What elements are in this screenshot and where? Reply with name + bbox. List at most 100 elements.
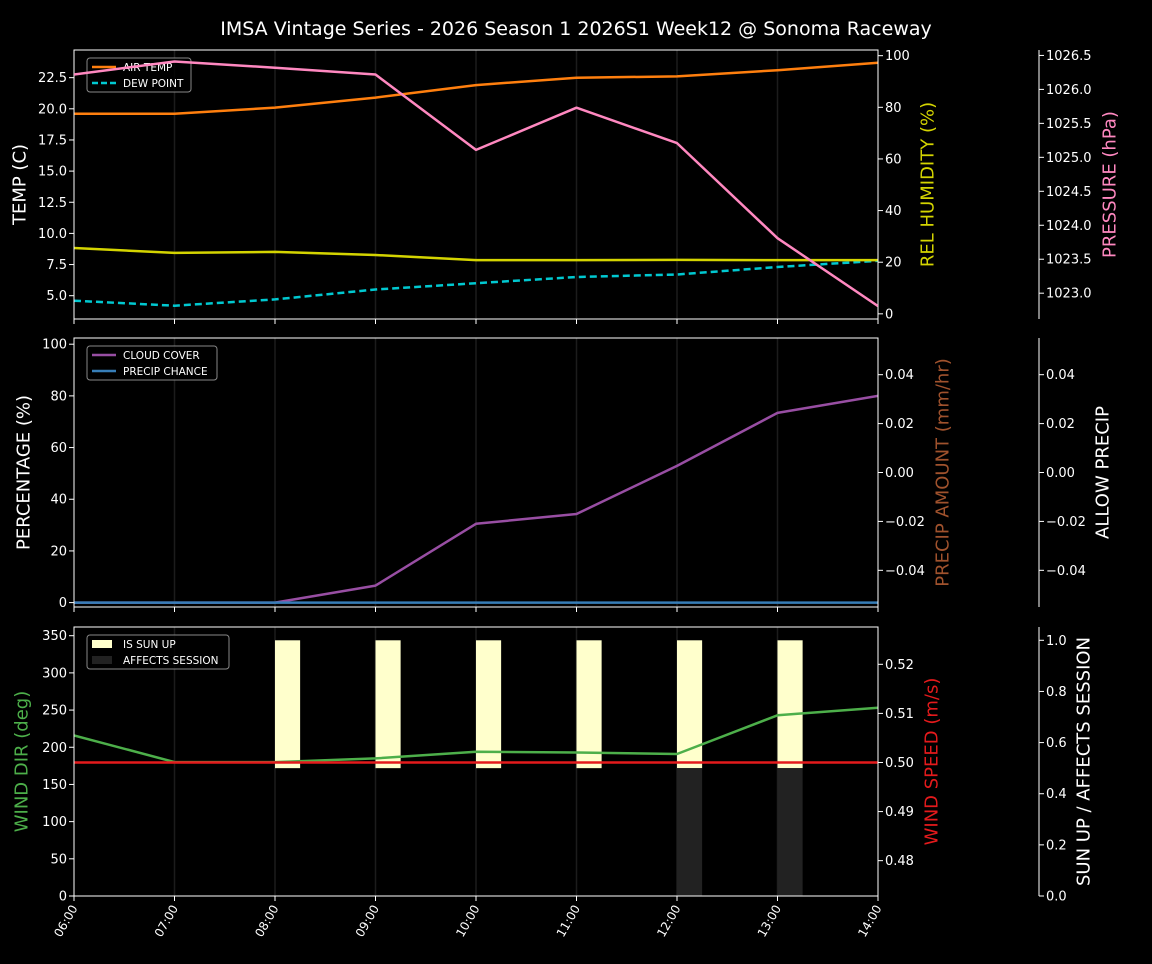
y-tick-label: 100 xyxy=(42,338,67,353)
panel-3: 06:00 07:00 08:00 09:00 10:00 11:00 12:00 13:00… xyxy=(12,626,1095,940)
y-tick-label: −0.04 xyxy=(1046,564,1086,579)
x-tick-label: 13:00 xyxy=(755,903,784,940)
y-tick-label: 22.5 xyxy=(38,71,67,86)
y-tick-label: −0.02 xyxy=(1046,515,1086,530)
y-tick-label: 20 xyxy=(885,256,902,271)
legend-label: AIR TEMP xyxy=(123,62,172,74)
y-tick-label: 0.00 xyxy=(1046,466,1075,481)
bar-series-1 xyxy=(677,768,903,896)
y-tick-label: 0.49 xyxy=(885,805,914,820)
y-tick-label: 15.0 xyxy=(38,165,67,180)
y-tick-label: 5.0 xyxy=(46,289,67,304)
y-tick-label: 1025.0 xyxy=(1046,151,1092,166)
y-tick-label: 1023.0 xyxy=(1046,287,1092,302)
x-tick-label: 12:00 xyxy=(654,903,683,940)
axis-label: PRECIP AMOUNT (mm/hr) xyxy=(933,358,954,587)
y-tick-label: 1023.5 xyxy=(1046,253,1092,268)
axis-label: WIND DIR (deg) xyxy=(12,691,33,833)
legend-label: CLOUD COVER xyxy=(123,350,200,362)
x-tick-label: 11:00 xyxy=(554,903,583,940)
y-tick-label: 0 xyxy=(885,307,893,322)
axis-label: PERCENTAGE (%) xyxy=(14,395,35,550)
bar xyxy=(878,768,903,896)
y-tick-label: 0 xyxy=(59,596,67,611)
y-tick-label: 200 xyxy=(42,741,67,756)
y-tick-label: 0.02 xyxy=(1046,417,1075,432)
y-tick-label: 17.5 xyxy=(38,133,67,148)
axis-label: ALLOW PRECIP xyxy=(1093,406,1114,539)
y-tick-label: 50 xyxy=(50,852,67,867)
legend: CLOUD COVER PRECIP CHANCE xyxy=(86,345,218,381)
legend-label: IS SUN UP xyxy=(123,639,176,651)
bar xyxy=(275,640,301,769)
y-tick-label: 40 xyxy=(50,493,67,508)
legend-swatch xyxy=(92,656,112,664)
y-tick-label: 1.0 xyxy=(1046,634,1067,649)
bar xyxy=(375,640,401,769)
y-tick-label: 100 xyxy=(885,49,910,64)
y-tick-label: 0.02 xyxy=(885,417,914,432)
series-line-air-temp xyxy=(74,61,878,116)
y-tick-label: 60 xyxy=(885,152,902,167)
series-line-axis2-3 xyxy=(74,60,878,308)
axis-label: PRESSURE (hPa) xyxy=(1100,111,1121,258)
legend-box xyxy=(86,634,230,670)
y-tick-label: 0.4 xyxy=(1046,787,1067,802)
panel-2: 0 20 40 60 80 100 PERCENTAGE (%) −0.04 −0.02 0.00… xyxy=(14,337,1114,612)
bar xyxy=(576,640,602,769)
y-tick-label: 300 xyxy=(42,666,67,681)
legend-label: DEW POINT xyxy=(123,78,184,90)
legend-label: PRECIP CHANCE xyxy=(123,366,208,378)
y-tick-label: 0.00 xyxy=(885,466,914,481)
y-tick-label: 0 xyxy=(59,890,67,905)
axis-label: REL HUMIDITY (%) xyxy=(918,102,939,267)
y-tick-label: 1025.5 xyxy=(1046,117,1092,132)
bar xyxy=(677,768,703,896)
bar xyxy=(476,640,502,769)
legend-label: AFFECTS SESSION xyxy=(123,655,219,667)
y-tick-label: 7.5 xyxy=(46,258,67,273)
y-tick-label: 350 xyxy=(42,629,67,644)
y-tick-label: 20 xyxy=(50,544,67,559)
y-tick-label: 20.0 xyxy=(38,102,67,117)
panel-1: 5.0 7.5 10.0 12.5 15.0 17.5 20.0 22.5 TEMP (C) 0 2… xyxy=(10,49,1121,324)
bar xyxy=(777,768,803,896)
x-tick-label: 09:00 xyxy=(353,903,382,940)
y-tick-label: 60 xyxy=(50,441,67,456)
y-tick-label: 0.04 xyxy=(1046,368,1075,383)
axis-label: SUN UP / AFFECTS SESSION xyxy=(1074,637,1095,886)
legend-swatch xyxy=(92,640,112,648)
bar-series-0 xyxy=(275,640,803,769)
y-tick-label: 40 xyxy=(885,204,902,219)
y-tick-label: 1024.5 xyxy=(1046,185,1092,200)
bar xyxy=(777,640,803,769)
y-tick-label: −0.04 xyxy=(885,564,925,579)
y-tick-label: 0.48 xyxy=(885,854,914,869)
legend: AIR TEMP DEW POINT xyxy=(86,57,192,93)
y-tick-label: 0.04 xyxy=(885,368,914,383)
chart-title: IMSA Vintage Series - 2026 Season 1 2026… xyxy=(220,18,932,40)
x-tick-label: 06:00 xyxy=(51,903,80,940)
y-tick-label: 80 xyxy=(50,389,67,404)
y-tick-label: 0.2 xyxy=(1046,838,1067,853)
y-tick-label: 150 xyxy=(42,778,67,793)
x-tick-label: 08:00 xyxy=(252,903,281,940)
x-tick-label: 07:00 xyxy=(152,903,181,940)
x-tick-label: 10:00 xyxy=(453,903,482,940)
y-tick-label: 0.6 xyxy=(1046,736,1067,751)
y-tick-label: 0.51 xyxy=(885,707,914,722)
y-tick-label: 1024.0 xyxy=(1046,219,1092,234)
y-tick-label: 250 xyxy=(42,704,67,719)
y-tick-label: 0.8 xyxy=(1046,685,1067,700)
x-tick-label: 14:00 xyxy=(855,903,884,940)
y-tick-label: 100 xyxy=(42,815,67,830)
y-tick-label: 10.0 xyxy=(38,227,67,242)
y-tick-label: 1026.0 xyxy=(1046,83,1092,98)
y-tick-label: 80 xyxy=(885,101,902,116)
axis-label: WIND SPEED (m/s) xyxy=(922,678,943,846)
y-tick-label: 12.5 xyxy=(38,196,67,211)
legend-box xyxy=(86,345,218,381)
y-tick-label: 0.0 xyxy=(1046,890,1067,905)
axis-label: TEMP (C) xyxy=(10,144,31,226)
